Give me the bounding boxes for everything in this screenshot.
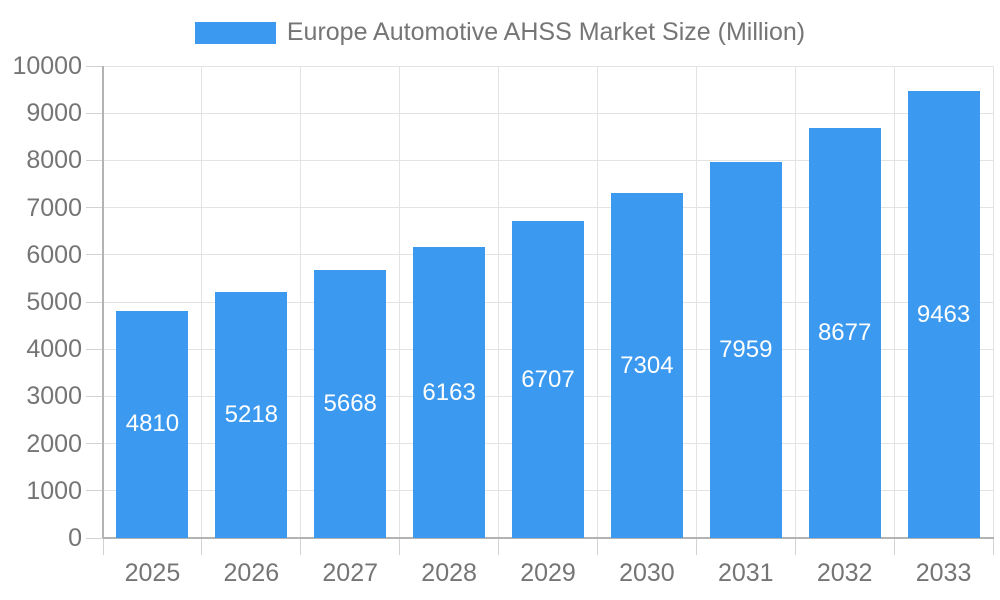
y-axis-label: 6000 — [26, 240, 82, 269]
y-axis-tick — [86, 254, 103, 256]
bar-2025[interactable]: 4810 — [116, 310, 189, 538]
bar-2027[interactable]: 5668 — [314, 270, 387, 538]
x-axis-tick — [794, 538, 796, 555]
bar-value-label: 5668 — [323, 390, 377, 418]
legend-swatch[interactable] — [194, 21, 276, 44]
y-axis-tick — [86, 207, 103, 209]
y-axis-label: 3000 — [26, 382, 82, 411]
gridline-vertical — [498, 66, 500, 538]
bar-value-label: 7304 — [620, 351, 674, 379]
bar-2030[interactable]: 7304 — [610, 193, 683, 538]
y-axis-tick — [86, 301, 103, 303]
y-axis-label: 5000 — [26, 288, 82, 316]
y-axis-label: 2000 — [26, 429, 82, 458]
gridline-vertical — [399, 66, 401, 538]
bar-value-label: 8677 — [817, 319, 872, 347]
x-axis-tick — [201, 538, 203, 555]
x-axis-label-2031: 2031 — [717, 559, 774, 587]
bar-2028[interactable]: 6163 — [413, 247, 486, 538]
x-axis-tick — [300, 538, 302, 555]
y-axis-label: 7000 — [26, 193, 82, 222]
bar-value-label: 9463 — [916, 300, 971, 328]
y-axis-tick — [86, 159, 103, 161]
bar-2026[interactable]: 5218 — [215, 291, 288, 538]
y-axis-tick — [86, 490, 103, 492]
x-axis-label-2032: 2032 — [816, 559, 873, 587]
x-axis-tick — [695, 538, 697, 555]
gridline-vertical — [300, 66, 302, 538]
bar-value-label: 4810 — [125, 410, 180, 438]
x-axis-label-2030: 2030 — [619, 559, 675, 587]
gridline-vertical — [201, 66, 203, 538]
gridline-vertical — [695, 66, 697, 538]
y-axis-tick — [86, 112, 103, 114]
legend: Europe Automotive AHSS Market Size (Mill… — [0, 19, 1000, 46]
gridline-horizontal — [103, 207, 993, 209]
bar-value-label: 6707 — [521, 365, 575, 393]
y-axis-tick — [86, 537, 103, 539]
bar-2032[interactable]: 8677 — [808, 128, 881, 538]
gridline-vertical — [596, 66, 598, 538]
legend-label[interactable]: Europe Automotive AHSS Market Size (Mill… — [286, 18, 806, 46]
x-axis-label-2027: 2027 — [322, 559, 379, 587]
x-axis-line — [103, 537, 994, 539]
x-axis-label-2033: 2033 — [915, 559, 972, 587]
x-axis-tick — [102, 538, 104, 555]
bar-value-label: 5218 — [224, 400, 279, 428]
y-axis-tick — [86, 65, 103, 67]
gridline-horizontal — [103, 112, 993, 114]
y-axis-line — [102, 66, 104, 538]
y-axis-label: 4000 — [26, 335, 82, 364]
y-axis-tick — [86, 395, 103, 397]
x-axis-tick — [498, 538, 500, 555]
y-axis-label: 1000 — [26, 476, 82, 505]
x-axis-label-2025: 2025 — [124, 559, 181, 587]
bar-value-label: 7959 — [719, 336, 773, 364]
bar-value-label: 6163 — [422, 378, 476, 406]
gridline-vertical — [992, 66, 994, 538]
bar-2031[interactable]: 7959 — [709, 162, 782, 538]
y-axis-label: 9000 — [26, 99, 82, 128]
gridline-vertical — [794, 66, 796, 538]
x-axis-label-2028: 2028 — [421, 559, 477, 587]
x-axis-label-2026: 2026 — [223, 559, 280, 587]
y-axis-label: 10000 — [12, 52, 82, 80]
y-axis-tick — [86, 443, 103, 445]
x-axis-label-2029: 2029 — [520, 559, 576, 587]
gridline-horizontal — [103, 159, 993, 161]
gridline-horizontal — [103, 65, 993, 67]
gridline-vertical — [893, 66, 895, 538]
x-axis-tick — [399, 538, 401, 555]
bar-2029[interactable]: 6707 — [512, 221, 584, 538]
y-axis-label: 0 — [68, 524, 82, 552]
x-axis-tick — [893, 538, 895, 555]
y-axis-label: 8000 — [26, 146, 82, 175]
x-axis-tick — [596, 538, 598, 555]
bar-2033[interactable]: 9463 — [907, 91, 980, 538]
x-axis-tick — [992, 538, 994, 555]
y-axis-tick — [86, 348, 103, 350]
